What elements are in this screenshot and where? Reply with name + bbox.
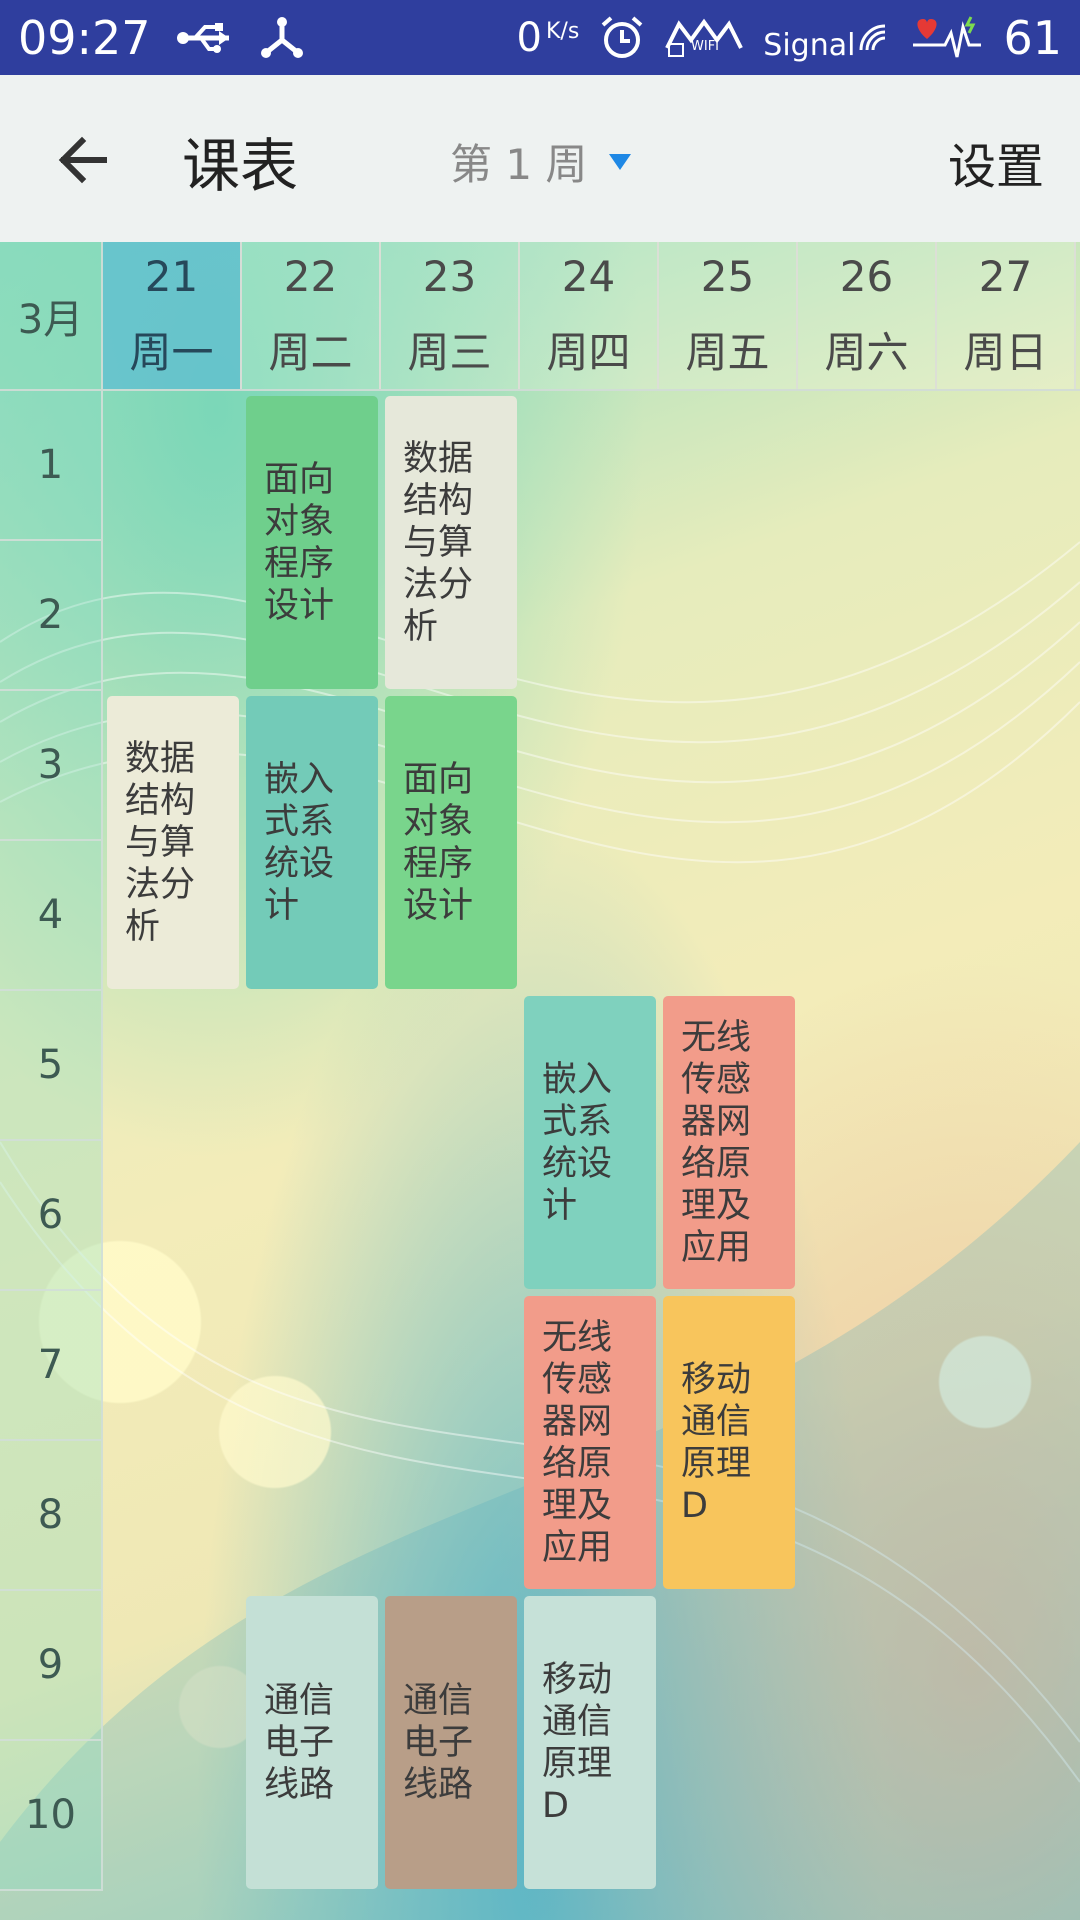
page-title: 课表 <box>182 132 299 200</box>
day-weekday: 周五 <box>685 327 770 377</box>
course-card[interactable]: 面向对象程序设计 <box>385 696 517 989</box>
usb-icon <box>176 21 239 55</box>
week-label: 第 1 周 <box>450 140 588 189</box>
course-card[interactable]: 移动通信原理D <box>663 1296 795 1589</box>
period-label: 5 <box>0 991 103 1141</box>
course-name: 数据结构与算法分析 <box>125 738 196 947</box>
day-weekday: 周日 <box>963 327 1048 377</box>
course-name: 嵌入式系统设计 <box>542 1059 613 1226</box>
course-card[interactable]: 通信电子线路 <box>246 1596 378 1889</box>
status-bar: 09:27 0 K/s WIFI Signal 61 <box>0 0 1080 75</box>
period-label: 3 <box>0 691 103 841</box>
arrow-left-icon <box>58 136 107 184</box>
period-label: 10 <box>0 1741 103 1891</box>
course-name: 面向对象程序设计 <box>264 459 335 626</box>
day-date: 21 <box>144 251 199 301</box>
day-header-3: 23 周三 <box>381 242 520 389</box>
back-button[interactable] <box>52 125 122 195</box>
course-name: 数据结构与算法分析 <box>403 438 474 647</box>
heart-rate-icon <box>911 15 983 61</box>
status-time: 09:27 <box>18 10 151 65</box>
course-card[interactable]: 通信电子线路 <box>385 1596 517 1889</box>
day-date: 24 <box>561 251 616 301</box>
course-card[interactable]: 数据结构与算法分析 <box>107 696 239 989</box>
period-label: 1 <box>0 391 103 541</box>
course-card[interactable]: 嵌入式系统设计 <box>524 996 656 1289</box>
period-label: 2 <box>0 541 103 691</box>
day-weekday: 周一 <box>129 327 214 377</box>
day-date: 23 <box>422 251 477 301</box>
wifi-status-icon: WIFI <box>665 18 744 58</box>
period-label: 8 <box>0 1441 103 1591</box>
course-name: 无线传感器网络原理及应用 <box>681 1017 752 1268</box>
course-card[interactable]: 移动通信原理D <box>524 1596 656 1889</box>
svg-text:WIFI: WIFI <box>691 39 719 54</box>
network-speed: 0 K/s <box>516 14 580 61</box>
course-name: 移动通信原理D <box>681 1359 752 1526</box>
day-date: 27 <box>978 251 1033 301</box>
header-divider <box>0 389 1080 391</box>
alarm-icon <box>599 15 645 61</box>
day-header-1: 21 周一 <box>103 242 242 389</box>
day-weekday: 周二 <box>268 327 353 377</box>
course-name: 通信电子线路 <box>403 1680 474 1805</box>
signal-icon: Signal <box>763 12 891 63</box>
day-header-7: 27 周日 <box>937 242 1076 389</box>
month-label: 3月 <box>0 242 103 389</box>
share-hub-icon <box>259 16 305 60</box>
course-card[interactable]: 无线传感器网络原理及应用 <box>524 1296 656 1589</box>
app-toolbar: 课表 第 1 周 设置 <box>0 75 1080 242</box>
day-header-2: 22 周二 <box>242 242 381 389</box>
battery-level: 61 <box>1003 10 1062 65</box>
day-weekday: 周六 <box>824 327 909 377</box>
course-name: 无线传感器网络原理及应用 <box>542 1317 613 1568</box>
course-card[interactable]: 面向对象程序设计 <box>246 396 378 689</box>
day-weekday: 周三 <box>407 327 492 377</box>
period-label: 6 <box>0 1141 103 1291</box>
day-weekday: 周四 <box>546 327 631 377</box>
course-card[interactable]: 无线传感器网络原理及应用 <box>663 996 795 1289</box>
period-label: 7 <box>0 1291 103 1441</box>
period-label: 4 <box>0 841 103 991</box>
day-header-5: 25 周五 <box>659 242 798 389</box>
day-header-4: 24 周四 <box>520 242 659 389</box>
day-date: 25 <box>700 251 755 301</box>
dropdown-triangle-icon <box>609 153 632 170</box>
course-card[interactable]: 嵌入式系统设计 <box>246 696 378 989</box>
period-label: 9 <box>0 1591 103 1741</box>
course-name: 通信电子线路 <box>264 1680 335 1805</box>
settings-button[interactable]: 设置 <box>947 139 1044 195</box>
course-card[interactable]: 数据结构与算法分析 <box>385 396 517 689</box>
week-selector[interactable]: 第 1 周 <box>450 131 632 192</box>
day-date: 22 <box>283 251 338 301</box>
course-name: 嵌入式系统设计 <box>264 759 335 926</box>
course-name: 移动通信原理D <box>542 1659 613 1826</box>
day-date: 26 <box>839 251 894 301</box>
course-name: 面向对象程序设计 <box>403 759 474 926</box>
day-header-6: 26 周六 <box>798 242 937 389</box>
